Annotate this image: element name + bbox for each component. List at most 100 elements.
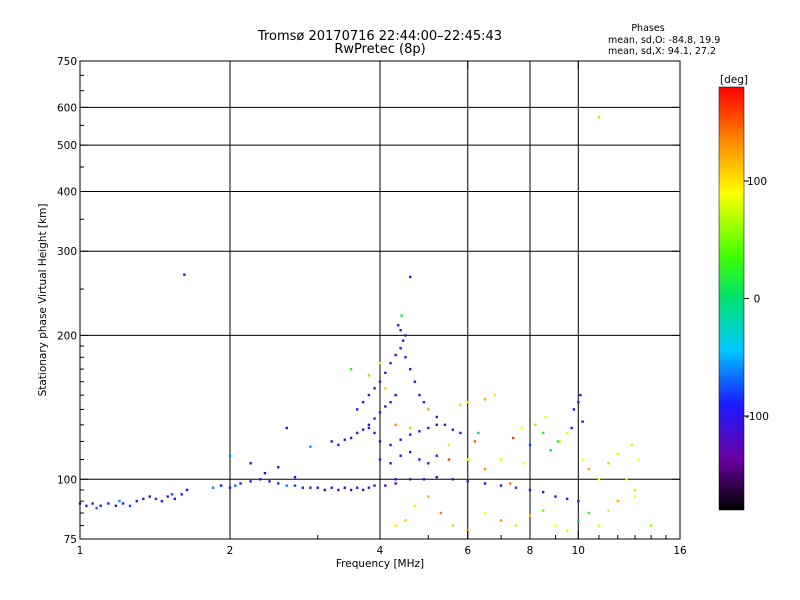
data-point [466,529,469,533]
data-point [135,499,138,503]
data-point [309,486,312,489]
data-point [473,440,477,443]
data-point [409,478,412,481]
data-point [565,431,569,435]
data-point [427,426,430,430]
data-point [399,347,402,350]
data-point [447,458,451,461]
data-point [399,329,402,332]
data-point [349,367,353,371]
data-point [422,400,426,404]
data-point [154,497,158,501]
phases-heading: Phases [631,23,664,34]
data-point [367,374,371,377]
data-point [409,426,412,430]
chart-title: Tromsø 20170716 22:44:00–22:45:43 [257,29,502,44]
x-axis-label: Frequency [MHz] [336,558,424,570]
data-point [211,486,215,489]
data-point [427,408,430,411]
y-tick-label: 200 [57,330,77,342]
data-point [337,488,340,492]
y-tick-label: 500 [57,140,77,152]
data-point [349,488,353,492]
data-point [367,393,371,397]
data-point [466,458,469,461]
data-point [166,495,169,498]
data-point [118,499,121,503]
data-point [268,480,271,483]
data-point [259,478,262,481]
data-point [508,482,512,485]
data-point [394,353,397,357]
data-point [523,462,526,465]
data-point [570,426,573,430]
data-point [447,443,451,447]
colorbar-tick-label: 100 [747,176,767,188]
data-point [556,440,560,443]
data-point [373,417,376,420]
data-point [389,443,392,447]
data-point [554,524,557,527]
data-point [483,511,487,515]
y-tick-label: 600 [57,102,77,114]
data-point [373,431,376,435]
data-point [249,462,252,465]
data-point [396,324,400,327]
colorbar-tick-label: -100 [745,411,769,423]
data-point [514,524,518,527]
data-point [285,426,288,430]
data-point [541,431,545,435]
data-point [418,393,421,397]
data-point [394,423,397,427]
data-point [400,314,403,317]
data-point [630,443,633,447]
data-point [565,497,569,501]
data-point [384,405,387,408]
data-point [343,438,347,441]
data-point [404,519,407,522]
data-point [559,440,562,443]
data-point [95,506,98,510]
data-point [427,462,430,465]
data-point [427,495,430,498]
data-point [554,495,557,498]
data-point [301,486,305,489]
data-point [597,478,601,481]
y-axis-ticks: 75 100 200 300 400 500 600 750 [57,56,680,546]
data-point [616,499,619,503]
data-point [607,462,610,465]
data-point [528,514,532,517]
data-point [616,452,619,456]
chart-subtitle: RwPretec (8p) [334,42,425,57]
phases-mean-o: mean, sd,O: -84.8, 19.9 [608,35,720,46]
data-point [409,275,412,279]
x-tick-label: 10 [572,545,585,557]
data-point [541,490,545,494]
data-point [293,484,297,487]
data-point [316,486,319,489]
data-point [435,454,438,457]
data-point [581,420,584,423]
data-point [413,504,417,508]
data-point [637,458,640,461]
data-point [277,482,280,485]
data-point [343,486,347,489]
data-point [394,393,397,397]
data-point [399,454,402,457]
data-point [361,400,365,404]
data-point [572,408,576,411]
data-point [185,488,189,492]
data-point [399,438,402,441]
phases-mean-x: mean, sd,X: 94.1, 27.2 [608,46,716,57]
data-point [587,511,591,515]
x-axis-ticks: 1 2 4 6 8 10 16 [77,61,687,557]
data-point [378,411,382,414]
data-point [367,426,371,430]
y-tick-label: 400 [57,186,77,198]
data-point [160,499,164,503]
data-point [394,478,397,481]
y-tick-label: 75 [64,534,77,546]
data-point [483,482,487,485]
data-point [625,478,628,481]
data-point [173,497,177,501]
